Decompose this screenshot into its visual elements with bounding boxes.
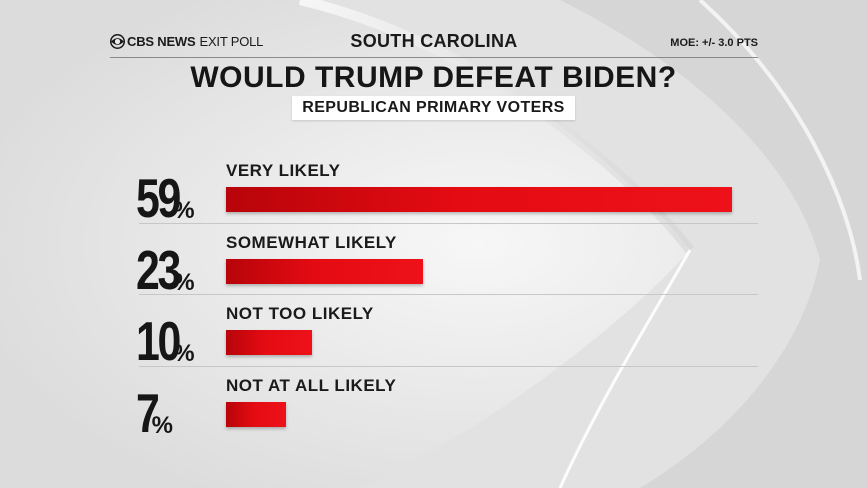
row-divider xyxy=(139,365,758,367)
percent-sign: % xyxy=(173,340,195,367)
value-number: 10 xyxy=(136,310,181,372)
category-label: SOMEWHAT LIKELY xyxy=(226,232,397,252)
value-label: 23% xyxy=(136,238,220,301)
cbs-eye-icon xyxy=(110,34,125,49)
percent-sign: % xyxy=(173,197,195,224)
percent-sign: % xyxy=(151,411,173,439)
value-number: 7 xyxy=(136,381,160,444)
bar xyxy=(226,330,312,355)
value-number: 23 xyxy=(136,238,181,301)
category-label: VERY LIKELY xyxy=(226,161,341,180)
value-label: 7% xyxy=(136,381,220,444)
bar xyxy=(226,258,423,284)
value-label: 59% xyxy=(136,171,220,226)
percent-sign: % xyxy=(173,268,195,296)
brand-suffix: EXIT POLL xyxy=(199,34,264,49)
chart-subtitle: REPUBLICAN PRIMARY VOTERS xyxy=(292,96,575,120)
bar xyxy=(226,401,286,427)
brand-name: CBS NEWS xyxy=(127,34,196,49)
brand: CBS NEWS EXIT POLL xyxy=(110,34,263,49)
category-label: NOT AT ALL LIKELY xyxy=(226,375,397,395)
row-divider xyxy=(139,294,758,295)
state-label: SOUTH CAROLINA xyxy=(350,31,518,51)
value-number: 59 xyxy=(136,167,181,229)
chart-title: WOULD TRUMP DEFEAT BIDEN? xyxy=(190,61,677,94)
row-divider xyxy=(139,222,758,224)
header: CBS NEWS EXIT POLL SOUTH CAROLINA MOE: +… xyxy=(110,30,758,56)
header-divider xyxy=(110,57,758,58)
category-label: NOT TOO LIKELY xyxy=(226,304,374,323)
value-label: 10% xyxy=(136,314,220,369)
subtitle-wrap: REPUBLICAN PRIMARY VOTERS xyxy=(0,96,867,120)
bar xyxy=(226,187,732,212)
margin-of-error: MOE: +/- 3.0 PTS xyxy=(670,37,758,49)
